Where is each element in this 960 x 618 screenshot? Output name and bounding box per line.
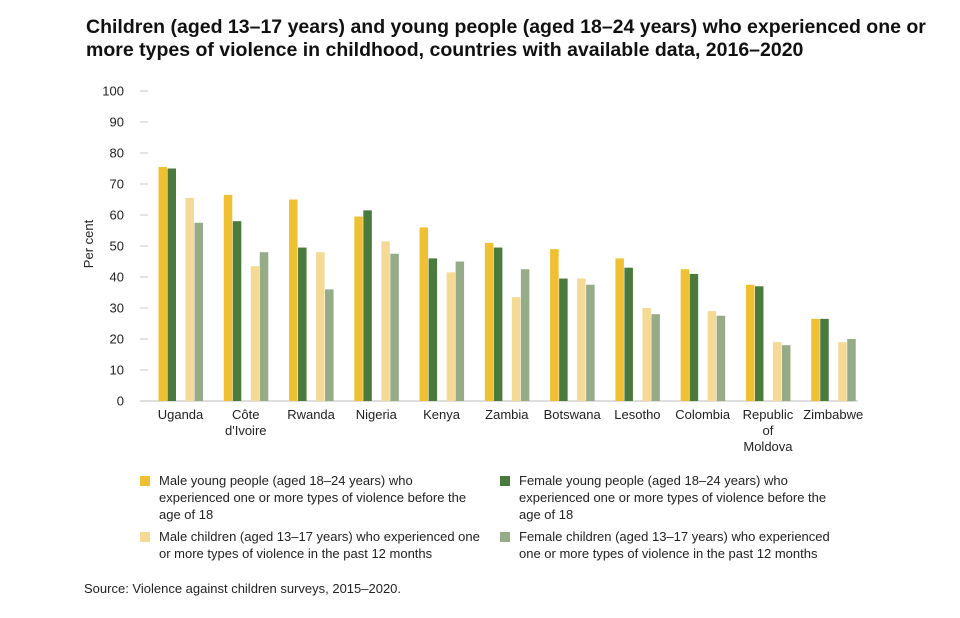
legend-swatch <box>500 532 510 542</box>
bar <box>689 273 699 401</box>
bar <box>820 318 829 401</box>
bar <box>520 269 530 401</box>
bar <box>167 168 176 401</box>
bar <box>493 247 503 401</box>
y-tick-label: 60 <box>110 208 124 223</box>
bar <box>325 289 334 401</box>
y-tick-label: 10 <box>110 363 124 378</box>
legend-swatch <box>140 532 150 542</box>
source-note: Source: Violence against children survey… <box>84 581 402 596</box>
x-tick-label: Moldova <box>743 439 793 454</box>
bar <box>586 284 595 401</box>
bar <box>811 318 820 401</box>
x-tick-label: d'Ivoire <box>225 423 267 438</box>
bar <box>680 269 690 401</box>
bar <box>707 311 717 401</box>
x-tick-label: Botswana <box>544 407 602 422</box>
bar <box>250 266 260 401</box>
y-tick-labels: 0 10 20 30 40 50 60 70 80 90 100 <box>102 84 124 409</box>
bar <box>577 278 586 401</box>
y-tick-label: 70 <box>110 177 124 192</box>
bar <box>232 221 242 401</box>
x-tick-label: Rwanda <box>287 407 335 422</box>
x-tick-label: Kenya <box>423 407 461 422</box>
bar <box>298 247 307 401</box>
x-tick-label: Uganda <box>158 407 204 422</box>
bar <box>316 252 325 401</box>
x-tick-label: of <box>763 423 774 438</box>
bar <box>185 197 194 401</box>
x-tick-label: Republic <box>743 407 794 422</box>
bar <box>781 345 791 401</box>
y-tick-label: 30 <box>110 301 124 316</box>
legend-label: Female children (aged 13–17 years) who e… <box>519 529 830 561</box>
x-tick-label: Zambia <box>485 407 529 422</box>
bar <box>363 210 372 401</box>
y-tick-label: 20 <box>110 332 124 347</box>
y-tick-label: 80 <box>110 146 124 161</box>
bar <box>838 342 847 401</box>
y-tick-label: 0 <box>117 394 124 409</box>
legend-label: Male children (aged 13–17 years) who exp… <box>159 529 480 561</box>
bar <box>428 258 438 401</box>
legend-swatch <box>500 476 510 486</box>
y-axis-label: Per cent <box>81 219 96 268</box>
bar <box>259 252 269 401</box>
bar <box>223 194 233 401</box>
y-tick-label: 90 <box>110 115 124 130</box>
bar-series <box>158 166 856 401</box>
bar <box>158 166 167 401</box>
x-tick-label: Côte <box>232 407 259 422</box>
bar <box>446 272 456 401</box>
bar <box>847 339 856 401</box>
x-tick-label: Lesotho <box>614 407 660 422</box>
x-tick-label: Colombia <box>675 407 731 422</box>
bar <box>455 261 465 401</box>
bar <box>754 286 764 401</box>
bar <box>745 284 755 401</box>
bar-chart: 0 10 20 30 40 50 60 70 80 90 100 Uganda Côted'Ivoir… <box>81 84 863 455</box>
bar <box>550 249 559 401</box>
x-tick-label: Zimbabwe <box>803 407 863 422</box>
bar <box>354 216 363 401</box>
legend-swatch <box>140 476 150 486</box>
bar <box>624 267 633 401</box>
bar <box>615 258 624 401</box>
bar <box>772 342 782 401</box>
bar <box>419 227 429 401</box>
legend-label: Female young people (aged 18–24 years) w… <box>519 473 827 522</box>
bar <box>381 241 390 401</box>
bar <box>194 222 203 401</box>
bar <box>511 297 521 401</box>
bar <box>642 308 651 401</box>
bar <box>289 199 298 401</box>
bar <box>390 253 399 401</box>
y-tick-label: 50 <box>110 239 124 254</box>
y-tick-label: 100 <box>102 84 124 99</box>
chart-title: Children (aged 13–17 years) and young pe… <box>86 16 926 61</box>
y-tick-label: 40 <box>110 270 124 285</box>
bar <box>651 314 660 401</box>
x-tick-label: Nigeria <box>356 407 398 422</box>
bar <box>716 315 726 401</box>
legend-label: Male young people (aged 18–24 years) who… <box>159 473 467 522</box>
bar <box>484 242 494 401</box>
bar <box>559 278 568 401</box>
